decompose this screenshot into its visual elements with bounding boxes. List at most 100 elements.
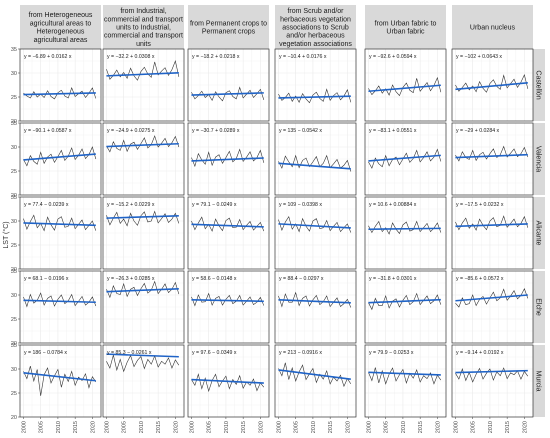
x-tick-label: 2015 — [156, 421, 162, 433]
panel-border — [187, 270, 270, 344]
column-header-text: Permanent crops — [202, 29, 256, 36]
column-header-text: from Urban fabric to — [375, 20, 437, 27]
row-strip: Murcia — [533, 345, 545, 417]
trend-line — [106, 287, 179, 293]
y-tick-label: 35 — [11, 47, 17, 53]
panel: y = 135 − 0.0542 x — [274, 122, 357, 196]
regression-equation: y = 186 − 0.0784 x — [24, 350, 67, 356]
regression-equation: y = −90.1 + 0.0587 x — [24, 128, 72, 134]
y-tick-label: 30 — [11, 71, 17, 77]
regression-equation: y = 88.4 − 0.0297 x — [279, 276, 324, 282]
data-series-line — [368, 367, 442, 385]
panel-border — [187, 48, 270, 122]
regression-equation: y = −6.89 + 0.0162 x — [24, 54, 72, 60]
column-header-text: vegetation associations — [279, 41, 352, 48]
y-tick-label: 20 — [11, 119, 17, 125]
column-header-text: from Scrub and/or — [287, 8, 344, 15]
y-tick-label: 35 — [11, 343, 17, 349]
panel: y = −102 + 0.0643 x — [451, 48, 534, 122]
x-tick-label: 2010 — [311, 421, 317, 433]
row-strip-background — [533, 49, 545, 121]
panel: y = −9.14 + 0.0192 x — [451, 344, 534, 418]
panel: y = 68.1 − 0.0196 x — [19, 270, 102, 344]
panel: y = −6.89 + 0.0162 x — [19, 48, 102, 122]
panel-border — [19, 122, 102, 196]
x-tick-label: 2000 — [453, 421, 459, 433]
x-tick-label: 2015 — [241, 421, 247, 433]
panel: y = −32.2 + 0.0308 x — [102, 48, 185, 122]
regression-equation: y = 213 − 0.0916 x — [279, 350, 322, 356]
row-strip: Castellón — [533, 49, 545, 121]
x-tick-label: 2005 — [471, 421, 477, 433]
column-header-background — [188, 5, 269, 49]
panel-border — [274, 344, 357, 418]
regression-equation: y = 79.9 − 0.0253 x — [369, 350, 414, 356]
y-tick-label: 25 — [11, 391, 17, 397]
column-header-text: herbaceous vegetation — [280, 16, 351, 23]
trend-line — [191, 299, 264, 303]
regression-equation: y = −92.6 + 0.0594 x — [369, 54, 417, 60]
column-header-text: units — [136, 41, 151, 48]
column-header-text: agricultural areas to — [30, 20, 92, 27]
column-header-background — [20, 5, 101, 49]
trend-line — [106, 353, 179, 358]
trend-line — [106, 71, 179, 77]
x-tick-label: 2020 — [345, 421, 351, 433]
regression-equation: y = −85.6 + 0.0572 x — [456, 276, 504, 282]
row-strip: Valencia — [533, 123, 545, 195]
x-tick-label: 2020 — [90, 421, 96, 433]
panel: y = −26.3 + 0.0285 x — [102, 270, 185, 344]
panel-border — [19, 344, 102, 418]
row-strip-label: Murcia — [535, 370, 542, 391]
panel: y = 97.6 − 0.0349 x — [187, 344, 270, 418]
regression-equation: y = −17.5 + 0.0232 x — [456, 202, 504, 208]
trend-line — [23, 153, 96, 161]
regression-equation: y = 135 − 0.0542 x — [279, 128, 322, 134]
data-series-line — [455, 367, 529, 383]
x-tick-label: 2000 — [104, 421, 110, 433]
regression-equation: y = 109 − 0.0398 x — [279, 202, 322, 208]
panel: y = −83.1 + 0.0551 x — [364, 122, 447, 196]
trend-line — [23, 92, 96, 96]
y-tick-label: 25 — [11, 169, 17, 175]
column-header-text: commercial and transport — [104, 16, 183, 23]
row-strip: Elche — [533, 271, 545, 343]
row-strip-background — [533, 345, 545, 417]
trend-line — [368, 154, 441, 162]
panel: y = 79.1 − 0.0249 x — [187, 196, 270, 270]
x-tick-label: 2010 — [401, 421, 407, 433]
trend-line — [368, 371, 441, 376]
panel: y = 85.3 − 0.0261 x — [102, 344, 185, 418]
regression-equation: y = 58.6 − 0.0148 x — [192, 276, 237, 282]
x-tick-label: 2020 — [258, 421, 264, 433]
regression-equation: y = −30.7 + 0.0289 x — [192, 128, 240, 134]
column-header-text: and/or herbaceous — [286, 33, 345, 40]
data-series-line — [191, 148, 265, 168]
panel-border — [102, 196, 185, 270]
data-series-line — [23, 292, 97, 308]
regression-equation: y = −29 + 0.0284 x — [456, 128, 500, 134]
regression-equation: y = 10.6 + 0.00884 x — [369, 202, 417, 208]
panel: y = −31.8 + 0.0301 x — [364, 270, 447, 344]
panel: y = 88.4 − 0.0297 x — [274, 270, 357, 344]
row-strip-label: Elche — [535, 298, 542, 316]
trend-line — [278, 95, 351, 99]
panel-border — [19, 270, 102, 344]
panel-border — [102, 48, 185, 122]
column-header-text: Heterogeneous — [37, 29, 85, 36]
column-header-text: Urban fabric — [386, 29, 425, 36]
panel: y = −17.5 + 0.0232 x — [451, 196, 534, 270]
panel-border — [19, 48, 102, 122]
panel-border — [451, 344, 534, 418]
y-tick-label: 35 — [11, 195, 17, 201]
data-series-line — [23, 366, 97, 396]
panel: y = 10.6 + 0.00884 x — [364, 196, 447, 270]
panel-border — [274, 48, 357, 122]
x-tick-label: 2010 — [224, 421, 230, 433]
y-axis-label: LST (°C) — [2, 221, 10, 248]
panel: y = 186 − 0.0784 x — [19, 344, 102, 418]
panel-border — [364, 270, 447, 344]
y-tick-label: 25 — [11, 243, 17, 249]
